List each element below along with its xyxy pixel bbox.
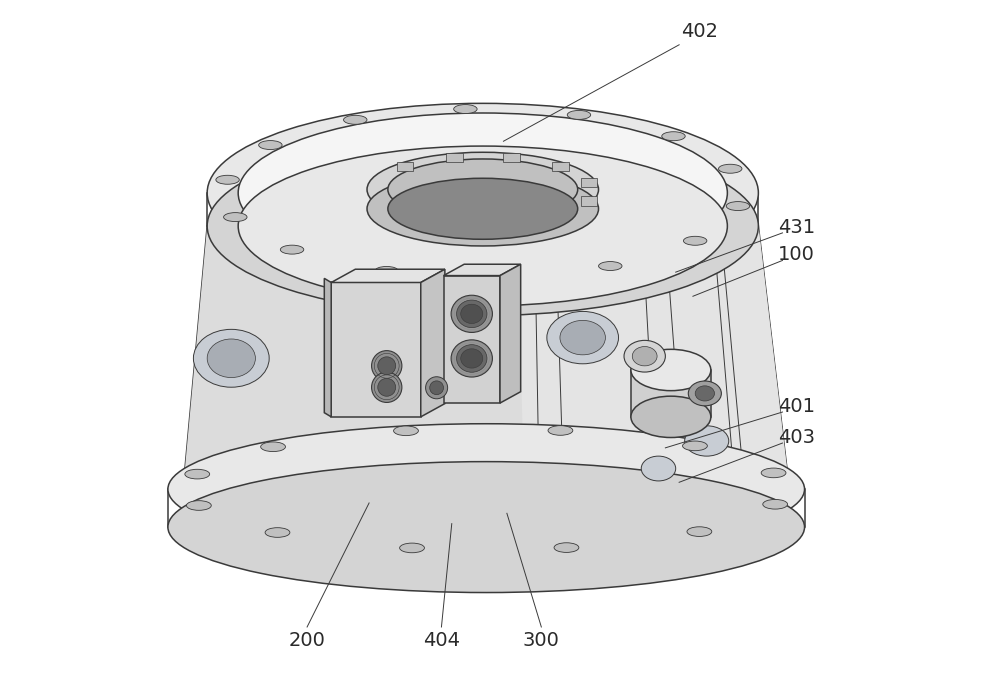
Ellipse shape bbox=[207, 136, 758, 316]
Ellipse shape bbox=[688, 381, 721, 406]
Polygon shape bbox=[581, 178, 597, 187]
Ellipse shape bbox=[372, 351, 402, 381]
Polygon shape bbox=[331, 282, 421, 417]
Text: 401: 401 bbox=[778, 397, 815, 416]
Ellipse shape bbox=[280, 245, 304, 254]
Ellipse shape bbox=[554, 543, 579, 553]
Ellipse shape bbox=[168, 424, 805, 555]
Text: 300: 300 bbox=[523, 631, 560, 650]
Ellipse shape bbox=[430, 381, 444, 395]
Ellipse shape bbox=[726, 202, 750, 211]
Ellipse shape bbox=[599, 262, 622, 271]
Polygon shape bbox=[517, 226, 789, 489]
Ellipse shape bbox=[685, 426, 729, 456]
Ellipse shape bbox=[719, 164, 742, 173]
Ellipse shape bbox=[176, 427, 789, 551]
Ellipse shape bbox=[641, 456, 676, 481]
Text: 100: 100 bbox=[778, 245, 815, 265]
Polygon shape bbox=[581, 196, 597, 205]
Ellipse shape bbox=[426, 377, 448, 399]
Polygon shape bbox=[631, 370, 711, 417]
Polygon shape bbox=[331, 269, 445, 282]
Polygon shape bbox=[183, 226, 789, 489]
Ellipse shape bbox=[695, 386, 714, 401]
Polygon shape bbox=[444, 265, 521, 276]
Ellipse shape bbox=[656, 373, 709, 412]
Ellipse shape bbox=[186, 501, 211, 511]
Ellipse shape bbox=[667, 380, 698, 405]
Polygon shape bbox=[500, 265, 521, 403]
Text: 200: 200 bbox=[289, 631, 326, 650]
Polygon shape bbox=[552, 162, 569, 172]
Ellipse shape bbox=[454, 105, 477, 114]
Polygon shape bbox=[444, 276, 500, 403]
Ellipse shape bbox=[763, 500, 788, 509]
Ellipse shape bbox=[451, 340, 492, 377]
Ellipse shape bbox=[683, 441, 707, 451]
Ellipse shape bbox=[207, 339, 255, 378]
Ellipse shape bbox=[560, 320, 605, 355]
Ellipse shape bbox=[238, 146, 727, 306]
Ellipse shape bbox=[624, 340, 665, 372]
Polygon shape bbox=[503, 152, 520, 162]
Ellipse shape bbox=[400, 543, 424, 553]
Ellipse shape bbox=[488, 272, 512, 281]
Text: 431: 431 bbox=[778, 218, 815, 237]
Ellipse shape bbox=[367, 172, 599, 246]
Ellipse shape bbox=[461, 349, 483, 368]
Ellipse shape bbox=[687, 527, 712, 537]
Ellipse shape bbox=[461, 305, 483, 324]
Ellipse shape bbox=[631, 349, 711, 391]
Ellipse shape bbox=[207, 103, 758, 282]
Ellipse shape bbox=[451, 296, 492, 333]
Text: 403: 403 bbox=[778, 428, 815, 447]
Text: 402: 402 bbox=[681, 21, 718, 41]
Ellipse shape bbox=[378, 378, 396, 396]
Ellipse shape bbox=[394, 426, 418, 435]
Ellipse shape bbox=[457, 300, 487, 328]
Ellipse shape bbox=[631, 396, 711, 438]
Polygon shape bbox=[446, 152, 463, 162]
Ellipse shape bbox=[367, 152, 599, 227]
Ellipse shape bbox=[567, 110, 591, 119]
Ellipse shape bbox=[548, 426, 573, 435]
Ellipse shape bbox=[662, 132, 685, 141]
Ellipse shape bbox=[261, 442, 285, 451]
Ellipse shape bbox=[632, 347, 657, 366]
Ellipse shape bbox=[457, 344, 487, 372]
Ellipse shape bbox=[238, 113, 727, 273]
Ellipse shape bbox=[265, 528, 290, 537]
Text: 404: 404 bbox=[423, 631, 460, 650]
Polygon shape bbox=[421, 269, 445, 417]
Ellipse shape bbox=[388, 178, 578, 239]
Ellipse shape bbox=[547, 311, 619, 364]
Ellipse shape bbox=[375, 267, 398, 276]
Ellipse shape bbox=[168, 462, 805, 593]
Polygon shape bbox=[397, 162, 413, 172]
Ellipse shape bbox=[193, 329, 269, 387]
Polygon shape bbox=[324, 278, 331, 417]
Ellipse shape bbox=[388, 159, 578, 220]
Ellipse shape bbox=[683, 236, 707, 245]
Ellipse shape bbox=[216, 175, 239, 184]
Ellipse shape bbox=[372, 372, 402, 402]
Ellipse shape bbox=[224, 213, 247, 222]
Ellipse shape bbox=[761, 468, 786, 477]
Ellipse shape bbox=[259, 141, 282, 150]
Ellipse shape bbox=[185, 469, 210, 479]
Ellipse shape bbox=[344, 115, 367, 124]
Ellipse shape bbox=[378, 357, 396, 375]
